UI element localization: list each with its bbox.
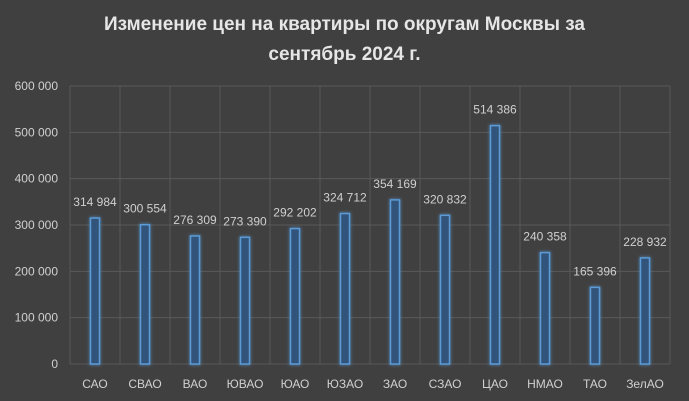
chart-title-line-1: Изменение цен на квартиры по округам Мос…	[104, 14, 585, 35]
y-tick-label: 0	[51, 357, 58, 371]
chart-title-line-2: сентябрь 2024 г.	[268, 44, 421, 65]
chart-title: Изменение цен на квартиры по округам Мос…	[0, 10, 689, 70]
x-tick-label: НМАО	[527, 377, 563, 391]
data-label: 165 396	[573, 264, 617, 278]
bar	[339, 212, 351, 365]
x-tick-label: ЮАО	[281, 377, 310, 391]
y-tick-label: 100 000	[15, 311, 59, 325]
x-tick-label: ЦАО	[482, 377, 508, 391]
data-label: 300 554	[123, 202, 167, 216]
bar	[439, 214, 451, 365]
bar	[489, 124, 501, 365]
data-label: 228 932	[623, 235, 667, 249]
x-tick-label: ЮВАО	[227, 377, 264, 391]
y-tick-label: 400 000	[15, 172, 59, 186]
y-tick-label: 200 000	[15, 264, 59, 278]
data-label: 273 390	[223, 214, 267, 228]
y-tick-label: 600 000	[15, 79, 59, 93]
y-tick-label: 300 000	[15, 218, 59, 232]
x-tick-label: САО	[82, 377, 107, 391]
bar	[189, 235, 201, 365]
data-label: 324 712	[323, 191, 367, 205]
y-tick-label: 500 000	[15, 125, 59, 139]
labels: 0 100 000 200 000 300 000 400 000 500 000 600 …	[15, 79, 667, 391]
bar	[639, 257, 651, 365]
x-tick-label: ТАО	[583, 377, 607, 391]
bar	[539, 251, 551, 365]
bar	[389, 199, 401, 365]
bar	[239, 236, 251, 365]
bar	[289, 227, 301, 365]
x-tick-label: ВАО	[183, 377, 208, 391]
x-tick-label: ЮЗАО	[327, 377, 363, 391]
x-tick-label: ЗАО	[383, 377, 407, 391]
gridlines	[69, 85, 671, 365]
data-label: 276 309	[173, 213, 217, 227]
data-label: 292 202	[273, 206, 317, 220]
data-label: 354 169	[373, 177, 417, 191]
bar	[139, 223, 151, 365]
data-label: 314 984	[73, 195, 117, 209]
data-label: 240 358	[523, 230, 567, 244]
x-tick-label: ЗелАО	[626, 377, 664, 391]
bars	[89, 124, 651, 365]
bar	[589, 286, 601, 365]
x-tick-label: СВАО	[128, 377, 161, 391]
data-label: 320 832	[423, 192, 467, 206]
bar	[89, 217, 101, 365]
x-tick-label: СЗАО	[429, 377, 462, 391]
data-label: 514 386	[473, 103, 517, 117]
